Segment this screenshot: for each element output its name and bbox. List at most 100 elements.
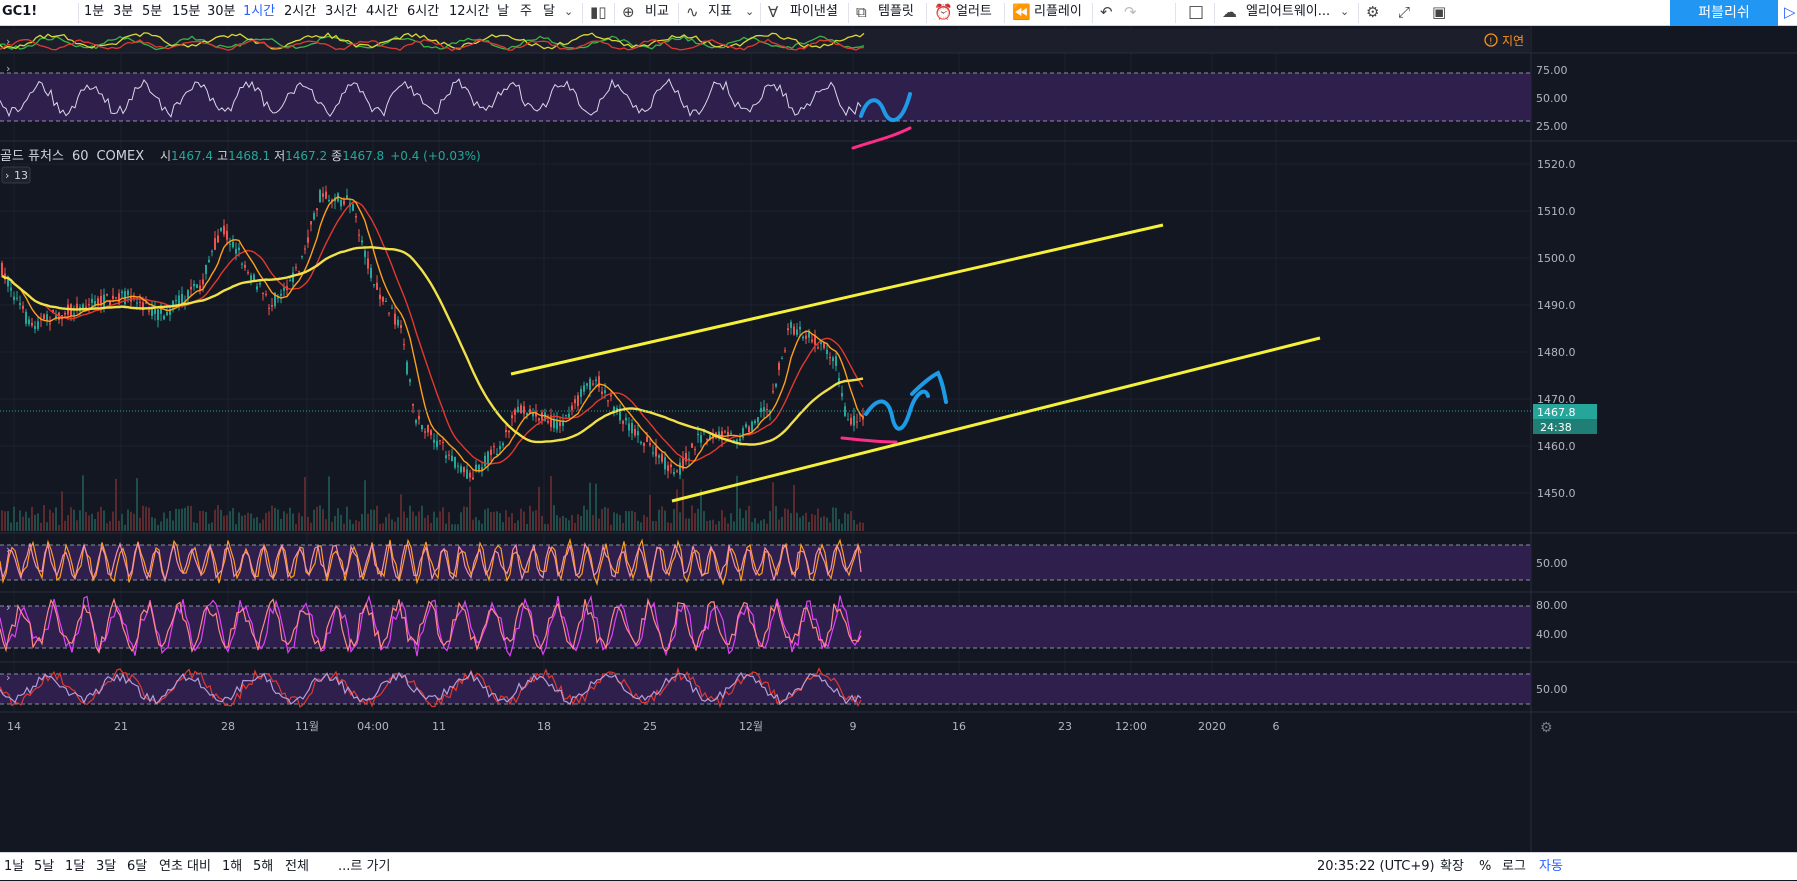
candle-body	[238, 247, 240, 251]
pane-rsi: › 75.00 50.00 25.00	[0, 62, 1797, 150]
interval-1h[interactable]: 1시간	[243, 4, 276, 19]
candle-body	[94, 301, 96, 307]
pink-line-drawing[interactable]	[851, 126, 912, 150]
rewind-icon[interactable]: ⏪	[1012, 3, 1031, 21]
scale-auto[interactable]: 자동	[1539, 859, 1563, 874]
plus-circle-icon[interactable]: ⊕	[622, 3, 635, 21]
volume-bar	[457, 524, 459, 531]
candle-body	[730, 432, 732, 434]
cloud-check-icon[interactable]: ☁	[1222, 3, 1237, 21]
layout-name-button[interactable]: 엘리어트웨이...	[1246, 4, 1331, 19]
candles-icon[interactable]: ▮▯	[590, 3, 607, 21]
trendline-lower[interactable]	[671, 336, 1321, 503]
volume-bar	[340, 514, 342, 531]
interval-4h[interactable]: 4시간	[366, 4, 399, 19]
chevron-down-icon[interactable]: ⌄	[564, 5, 574, 18]
scale-log[interactable]: 로그	[1502, 859, 1526, 874]
blue-wave-drawing[interactable]	[864, 370, 948, 431]
volume-bar	[253, 518, 255, 531]
range-1y[interactable]: 1해	[222, 859, 243, 874]
volume-bar	[625, 510, 627, 531]
expand-icon[interactable]: ⤢	[1398, 3, 1411, 21]
volume-bar	[721, 510, 723, 531]
interval-day[interactable]: 날	[497, 4, 509, 19]
interval-2h[interactable]: 2시간	[284, 4, 317, 19]
volume-bar	[517, 520, 519, 531]
trendline-upper[interactable]	[510, 223, 1164, 376]
interval-15m[interactable]: 15분	[172, 4, 201, 19]
clock[interactable]: 20:35:22 (UTC+9)	[1317, 859, 1435, 874]
gear-icon[interactable]: ⚙	[1366, 3, 1380, 21]
alarm-clock-icon[interactable]: ⏰	[934, 3, 953, 21]
legend-open-label: 시	[160, 149, 171, 163]
candle-body	[475, 464, 477, 471]
chevron-right-icon[interactable]: ›	[5, 169, 9, 182]
chevron-down-icon[interactable]: ⌄	[1340, 5, 1350, 18]
interval-1m[interactable]: 1분	[84, 4, 105, 19]
chevron-right-icon[interactable]: ›	[6, 35, 10, 48]
blue-wave-drawing[interactable]	[859, 92, 912, 123]
templates-button[interactable]: 템플릿	[878, 4, 914, 19]
volume-bar	[373, 509, 375, 531]
interval-12h[interactable]: 12시간	[449, 4, 490, 19]
collapse-indicators-button[interactable]	[1, 166, 31, 184]
interval-5m[interactable]: 5분	[142, 4, 163, 19]
range-ytd[interactable]: 연초 대비	[159, 859, 211, 874]
chevron-right-icon[interactable]: ›	[6, 601, 10, 614]
volume-bar	[853, 519, 855, 531]
goto-date-button[interactable]: ...르 가기	[338, 859, 391, 874]
financials-button[interactable]: 파이낸셜	[790, 4, 838, 19]
candle-body	[19, 303, 21, 305]
chart-area[interactable]: › ! 지연 › 75.00 50.00 25.00 1520.01510.01…	[0, 26, 1797, 852]
moving-average-yellow	[1, 245, 864, 446]
interval-30m[interactable]: 30분	[207, 4, 236, 19]
time-axis[interactable]: 14 21 28 11월 04:00 11 18 25 12월 9 16 23 12:00 2020 6	[7, 720, 1280, 733]
interval-6h[interactable]: 6시간	[407, 4, 440, 19]
chevron-right-icon[interactable]: ›	[6, 671, 10, 684]
financials-icon[interactable]: ∀	[768, 3, 779, 21]
chevron-down-icon[interactable]: ⌄	[745, 5, 755, 18]
indicators-button[interactable]: 지표	[708, 4, 732, 19]
interval-3m[interactable]: 3분	[113, 4, 134, 19]
pink-line-drawing[interactable]	[840, 436, 898, 444]
camera-icon[interactable]: ▣	[1432, 3, 1447, 21]
candle-body	[37, 321, 39, 329]
chevron-right-icon[interactable]: ›	[6, 62, 10, 75]
scale-extend[interactable]: 확장	[1440, 859, 1464, 874]
candle-body	[436, 440, 438, 448]
candle-body	[826, 349, 828, 355]
range-5y[interactable]: 5해	[253, 859, 274, 874]
price-scale[interactable]	[1531, 26, 1797, 852]
interval-3h[interactable]: 3시간	[325, 4, 358, 19]
scale-percent[interactable]: %	[1479, 859, 1492, 874]
replay-button[interactable]: 리플레이	[1034, 4, 1082, 19]
volume-bar	[502, 522, 504, 531]
indicator-icon[interactable]: ∿	[686, 3, 699, 21]
range-5d[interactable]: 5날	[34, 859, 55, 874]
template-icon[interactable]: ⧉	[856, 3, 867, 21]
interval-week[interactable]: 주	[520, 4, 532, 19]
undo-icon[interactable]: ↶	[1100, 3, 1113, 21]
range-all[interactable]: 전체	[285, 859, 309, 874]
range-6m[interactable]: 6달	[127, 859, 148, 874]
gear-icon[interactable]: ⚙	[1540, 720, 1553, 736]
redo-icon[interactable]: ↷	[1124, 3, 1137, 21]
volume-bar	[754, 518, 756, 531]
fullscreen-square-icon[interactable]: □	[1188, 2, 1205, 22]
play-icon[interactable]: ▷	[1784, 3, 1796, 21]
range-3m[interactable]: 3달	[96, 859, 117, 874]
volume-bar	[541, 515, 543, 531]
range-1d[interactable]: 1날	[4, 859, 25, 874]
range-1m[interactable]: 1달	[65, 859, 86, 874]
chevron-right-icon[interactable]: ›	[6, 543, 10, 556]
interval-month[interactable]: 달	[543, 4, 555, 19]
alert-button[interactable]: 얼러트	[956, 4, 992, 19]
publish-button[interactable]: 퍼블리쉬	[1670, 0, 1778, 26]
volume-bar	[571, 514, 573, 531]
compare-button[interactable]: 비교	[645, 4, 669, 19]
delay-badge: 지연	[1502, 34, 1524, 48]
bottom-toolbar: 1날 5날 1달 3달 6달 연초 대비 1해 5해 전체 ...르 가기 20…	[0, 852, 1797, 880]
volume-bar	[673, 509, 675, 531]
symbol-search[interactable]: GC1!	[2, 4, 38, 19]
volume-bar	[361, 513, 363, 531]
